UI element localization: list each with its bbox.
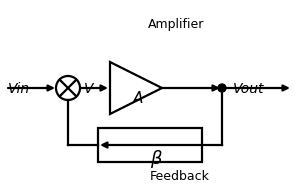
Text: $\beta$: $\beta$ [150,148,163,170]
Text: Vin: Vin [8,82,30,96]
Text: A: A [133,91,143,106]
Text: V: V [84,82,94,96]
Text: Feedback: Feedback [150,170,210,183]
Text: Amplifier: Amplifier [148,18,204,31]
Text: Vout: Vout [233,82,265,96]
Circle shape [218,84,226,92]
Bar [98,128,202,162]
